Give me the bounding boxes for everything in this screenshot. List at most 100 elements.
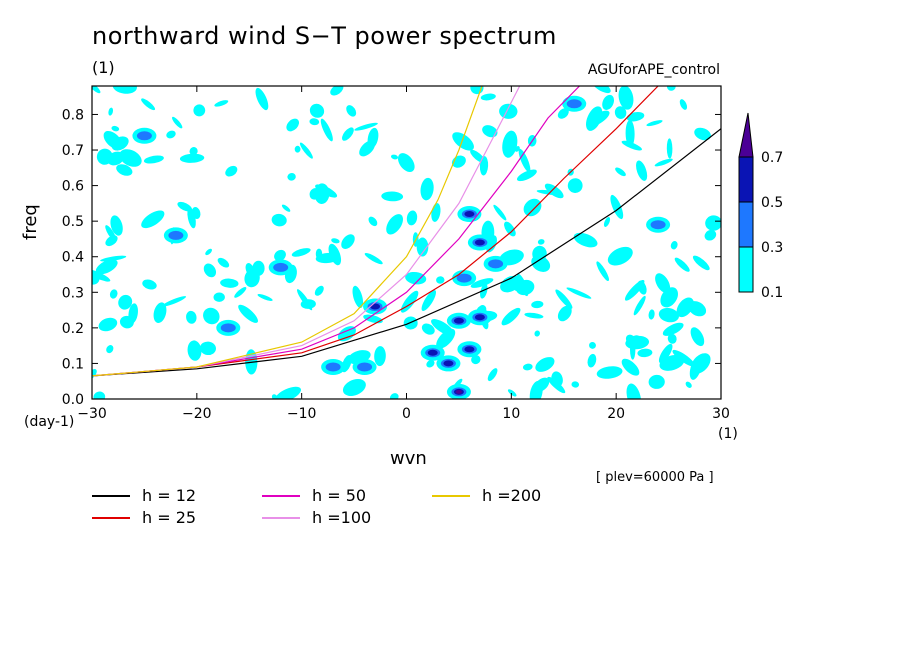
legend-swatch [432,494,470,497]
legend-swatch [262,516,300,519]
contour-blob [299,142,313,159]
contour-blob [625,119,635,148]
contour-blob [658,343,673,364]
contour-blob [107,151,124,166]
contour-blob [551,371,563,387]
contour-blob [421,323,435,335]
contour-blob [470,86,484,95]
colorbar-label: 0.7 [761,150,783,166]
contour-blob [352,285,364,309]
contour-blob [143,155,164,164]
contour-blob [658,307,679,323]
y-tick-label: 0.4 [62,250,84,266]
contour-blob [255,87,269,111]
contour-blob [436,328,456,349]
contour-blob [421,290,437,311]
contour-blob [187,340,202,361]
contour-blob [522,363,533,371]
contour-blob [287,172,296,181]
legend-label: h = 50 [312,486,367,505]
legend-swatch [92,516,130,519]
contour-blob [504,221,516,237]
contour-region [650,220,666,230]
contour-blob [674,257,690,272]
contour-blob [342,379,366,396]
colorbar-segment [738,201,754,248]
contour-blob [359,140,375,157]
contour-blob [607,246,633,266]
contour-blob [557,305,572,322]
contour-blob [172,116,183,129]
contour-blob [416,237,429,257]
contour-blob [252,260,265,276]
contour-blob [166,130,176,139]
contour-blob [557,108,569,119]
contour-blob [257,294,273,301]
contour-blob [571,381,580,388]
contour-blob [315,252,340,264]
contour-blob [672,349,695,367]
contour-blob [636,160,648,181]
contour-region [455,389,462,394]
contour-blob [116,164,133,176]
contour-region [220,323,236,333]
colorbar-segment [738,156,754,203]
contour-blob [119,149,142,167]
x-tick-label: −20 [182,406,212,422]
contour-blob [193,104,206,117]
contour-blob [655,273,671,293]
contour-blob [217,257,230,268]
contour-blob [364,252,383,265]
chart-subtitle: (1) [92,58,115,77]
contour-blob [555,289,573,309]
chart-title: northward wind S−T power spectrum [92,22,557,50]
x-tick-label: 20 [607,406,625,422]
contour-blob [480,283,488,299]
contour-blob [679,99,688,110]
contour-blob [531,300,544,309]
contour-region [427,349,438,356]
contour-blob [108,107,114,116]
contour-blob [274,249,286,262]
contour-blob [225,165,238,177]
contour-blob [331,238,340,244]
contour-blob [487,368,498,382]
contour-blob [95,259,118,275]
run-name: AGUforAPE_control [587,62,720,78]
contour-blob [98,317,118,332]
contour-region [357,362,373,372]
contour-blob [294,145,301,153]
contour-blob [187,207,196,229]
contour-blob [110,215,123,236]
contour-blob [426,359,435,368]
contour-blob [603,217,611,227]
contour-blob [406,210,418,226]
contour-blob [238,304,258,323]
contour-blob [637,348,653,358]
pressure-level-note: [ plev=60000 Pa ] [596,470,714,485]
legend-label: h =100 [312,508,372,527]
contour-blob [646,120,663,127]
legend-item-h12: h = 12 [92,486,196,505]
contour-blob [479,156,489,176]
contour-blob [670,240,678,250]
contour-blob [320,118,333,142]
dispersion-curve [92,128,721,377]
colorbar-segment [738,246,754,293]
y-tick-label: 0.2 [62,321,84,337]
contour-blob [234,287,247,298]
contour-blob [92,369,97,380]
contour-blob [692,255,710,271]
contour-region [273,262,289,272]
contour-blob [512,276,522,292]
colorbar-arrow [738,112,754,158]
contour-blob [436,276,445,284]
contour-blob [346,105,357,117]
contour-blob [374,346,386,367]
contour-blob [205,248,212,256]
x-tick-label: 10 [502,406,520,422]
contour-blob [523,198,542,217]
contour-region [474,314,485,321]
contour-blob [314,285,324,296]
contour-blob [111,136,129,151]
